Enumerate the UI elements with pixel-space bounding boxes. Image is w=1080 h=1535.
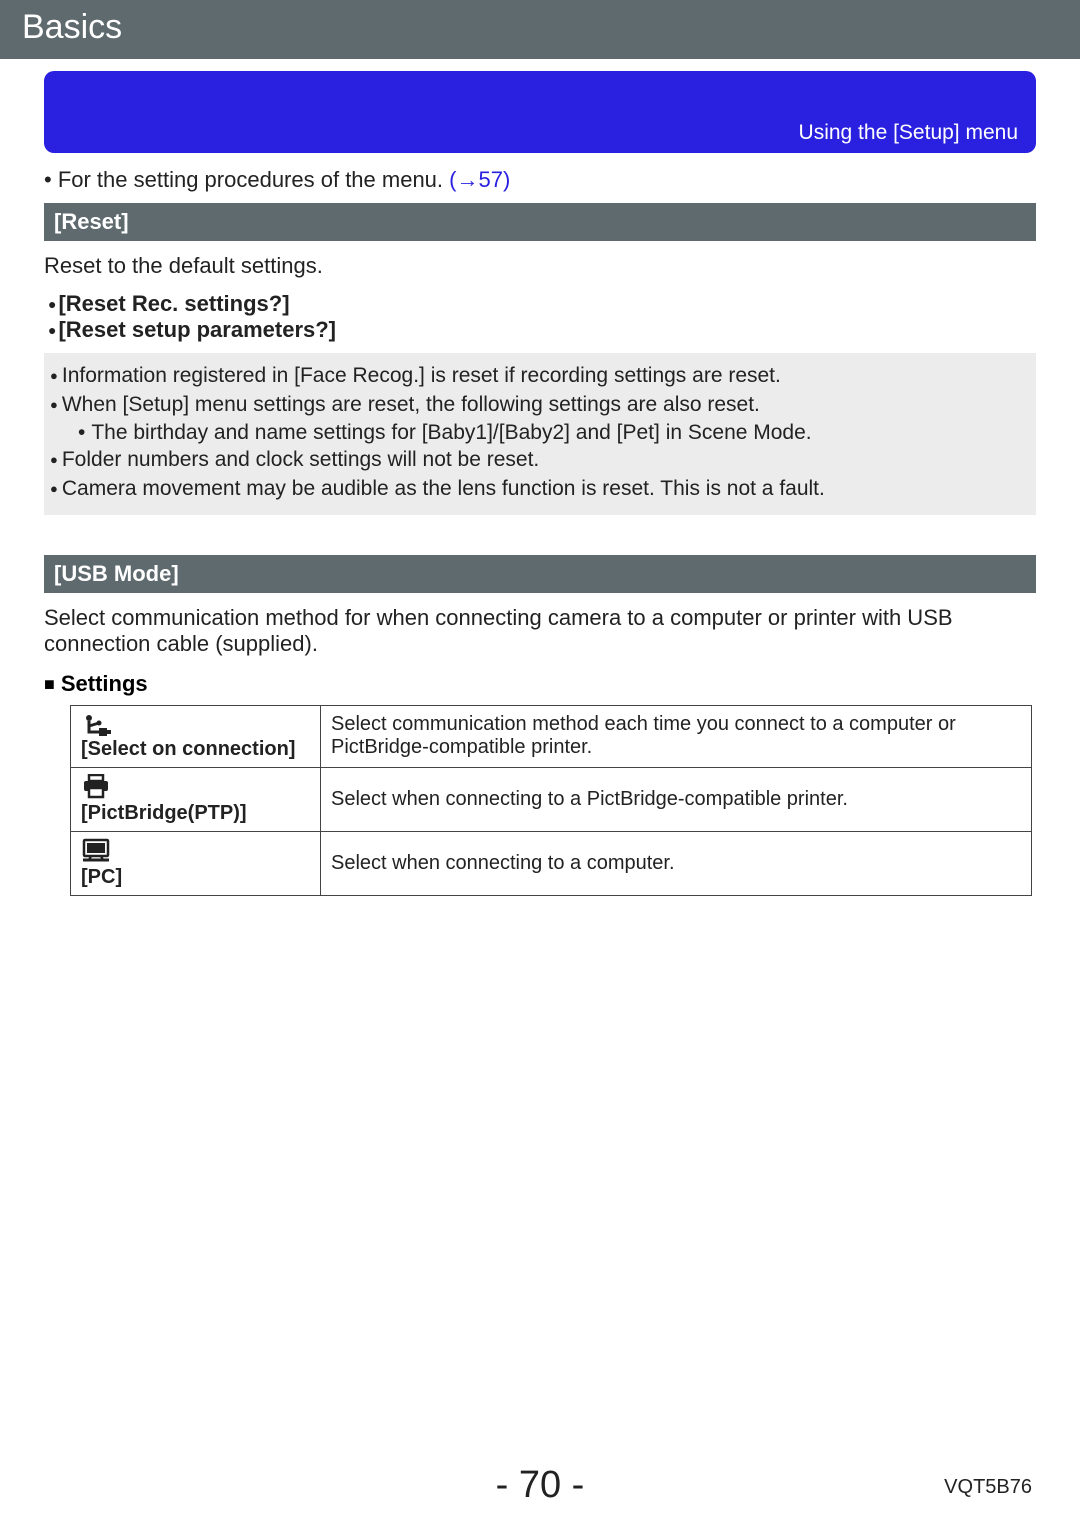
reset-note: Camera movement may be audible as the le… — [50, 476, 1030, 503]
reset-note: Information registered in [Face Recog.] … — [50, 363, 1030, 390]
page-content: Using the [Setup] menu • For the setting… — [0, 59, 1080, 896]
procedure-line: • For the setting procedures of the menu… — [44, 167, 1036, 193]
row-label: [PC] — [81, 866, 122, 888]
top-bar: Basics — [0, 0, 1080, 59]
context-banner: Using the [Setup] menu — [44, 71, 1036, 153]
reset-subnote: The birthday and name settings for [Baby… — [50, 421, 1030, 445]
table-row: [Select on connection] Select communicat… — [71, 705, 1032, 767]
select-connection-icon — [81, 712, 115, 736]
usb-description: Select communication method for when con… — [44, 605, 1036, 657]
document-id: VQT5B76 — [944, 1476, 1032, 1499]
reset-note: When [Setup] menu settings are reset, th… — [50, 392, 1030, 419]
row-description: Select when connecting to a computer. — [321, 831, 1032, 895]
pc-icon — [81, 838, 111, 864]
row-description: Select communication method each time yo… — [321, 705, 1032, 767]
procedure-text: • For the setting procedures of the menu… — [44, 167, 449, 192]
table-row: [PC] Select when connecting to a compute… — [71, 831, 1032, 895]
section-header-usb: [USB Mode] — [44, 555, 1036, 593]
row-label: [PictBridge(PTP)] — [81, 802, 247, 824]
reset-option-setup: [Reset setup parameters?] — [48, 317, 1036, 343]
usb-settings-table: [Select on connection] Select communicat… — [70, 705, 1032, 896]
row-description: Select when connecting to a PictBridge-c… — [321, 767, 1032, 831]
settings-subheader: Settings — [44, 671, 1036, 697]
table-row: [PictBridge(PTP)] Select when connecting… — [71, 767, 1032, 831]
section-header-reset: [Reset] — [44, 203, 1036, 241]
context-banner-caption: Using the [Setup] menu — [799, 121, 1018, 145]
row-label: [Select on connection] — [81, 738, 295, 760]
reset-notes-box: Information registered in [Face Recog.] … — [44, 353, 1036, 515]
printer-icon — [81, 774, 111, 800]
reset-option-rec: [Reset Rec. settings?] — [48, 291, 1036, 317]
procedure-link[interactable]: (→57) — [449, 167, 510, 192]
reset-note: Folder numbers and clock settings will n… — [50, 447, 1030, 474]
reset-description: Reset to the default settings. — [44, 253, 1036, 279]
page-section-title: Basics — [22, 8, 122, 46]
page-number: - 70 - — [0, 1464, 1080, 1507]
